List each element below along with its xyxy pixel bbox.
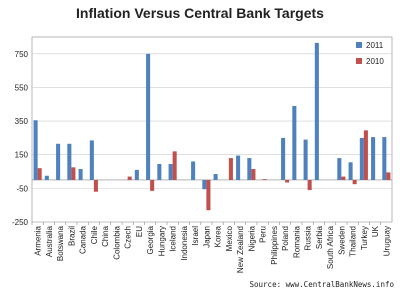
x-tick-label: EU xyxy=(135,226,144,237)
plot-frame xyxy=(31,36,393,223)
bar xyxy=(44,175,49,180)
y-tick-label: 150 xyxy=(15,151,29,160)
bar xyxy=(359,137,364,180)
x-tick-label: Iceland xyxy=(169,226,178,252)
legend-label: 2011 xyxy=(366,41,384,50)
y-tick-label: 550 xyxy=(15,83,29,92)
x-tick-label: Uruguay xyxy=(382,226,391,256)
bar xyxy=(93,179,98,192)
bar xyxy=(303,139,308,180)
bar xyxy=(157,163,162,180)
bar xyxy=(236,155,241,180)
bar xyxy=(307,179,312,191)
x-tick-label: South Africa xyxy=(326,225,335,269)
bar xyxy=(262,179,267,180)
bar xyxy=(247,158,252,180)
x-tick-label: Brazil xyxy=(67,226,76,246)
bar xyxy=(348,162,353,180)
bar xyxy=(191,161,196,180)
x-tick-label: Botswana xyxy=(56,225,65,261)
x-tick-label: Peru xyxy=(259,226,268,243)
bar xyxy=(172,151,177,180)
x-tick-label: Georgia xyxy=(146,225,155,254)
chart-title: Inflation Versus Central Bank Targets xyxy=(76,5,324,21)
x-tick-label: Sweden xyxy=(337,226,346,255)
bar xyxy=(382,137,387,180)
x-tick-label: Mexico xyxy=(225,225,234,251)
x-tick-label: Hungary xyxy=(157,226,166,256)
bar xyxy=(386,172,391,180)
bar xyxy=(363,130,368,180)
bar xyxy=(371,137,376,180)
x-tick-label: Turkey xyxy=(360,226,369,250)
bar xyxy=(352,179,357,185)
x-tick-label: New Zealand xyxy=(236,226,245,273)
x-tick-label: Korea xyxy=(214,225,223,247)
bar xyxy=(341,176,346,180)
x-tick-label: UK xyxy=(371,225,380,237)
bar xyxy=(67,143,72,180)
bar xyxy=(228,158,233,180)
y-tick-label: 350 xyxy=(15,117,29,126)
bar xyxy=(134,169,139,180)
bar xyxy=(150,179,155,191)
x-tick-label: Thailand xyxy=(349,226,358,257)
x-tick-label: China xyxy=(101,225,110,246)
x-tick-label: Indonesia xyxy=(180,225,189,260)
bar xyxy=(127,176,132,180)
bar xyxy=(33,120,38,180)
x-tick-label: Canada xyxy=(79,225,88,254)
x-tick-label: Russia xyxy=(304,225,313,250)
bar xyxy=(56,143,61,180)
x-tick-label: Czech xyxy=(124,226,133,249)
x-tick-label: Nigeria xyxy=(247,225,256,251)
x-tick-label: Israel xyxy=(191,226,200,246)
y-tick-label: -50 xyxy=(16,184,28,193)
y-tick-label: 750 xyxy=(15,50,29,59)
bar xyxy=(285,179,290,183)
x-tick-label: Chile xyxy=(90,225,99,244)
y-tick-label: -250 xyxy=(12,218,29,227)
source: Source: www.CentralBankNews.info xyxy=(250,280,395,289)
x-tick-label: Poland xyxy=(281,226,290,251)
bar xyxy=(146,53,151,180)
bar xyxy=(89,140,94,180)
x-tick-label: Colombia xyxy=(112,225,121,259)
bar xyxy=(337,158,342,180)
x-tick-label: Romania xyxy=(292,225,301,258)
legend-swatch xyxy=(356,58,362,64)
x-tick-label: Philippines xyxy=(270,226,279,265)
bar xyxy=(281,137,286,180)
bar xyxy=(37,168,42,180)
legend-label: 2010 xyxy=(366,57,384,66)
bar xyxy=(78,169,83,180)
bar xyxy=(168,163,173,180)
bar xyxy=(314,42,319,180)
bar xyxy=(71,167,76,180)
bar xyxy=(292,105,297,180)
legend-swatch xyxy=(356,42,362,48)
bar xyxy=(251,169,256,180)
bar xyxy=(206,179,211,211)
bar xyxy=(213,174,218,180)
x-tick-label: Armenia xyxy=(34,225,43,255)
x-tick-label: Serbia xyxy=(315,225,324,249)
bar xyxy=(202,179,207,190)
x-tick-label: Australia xyxy=(45,225,54,257)
x-tick-label: Japan xyxy=(202,226,211,248)
